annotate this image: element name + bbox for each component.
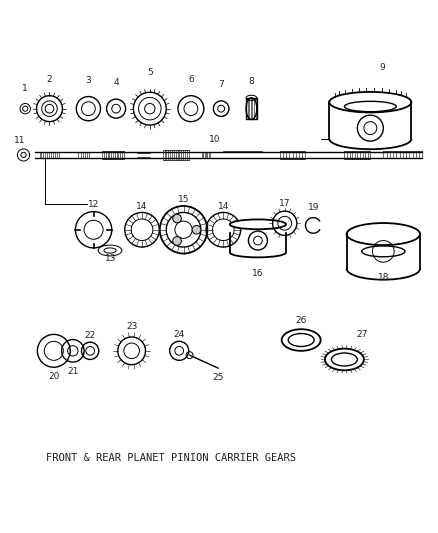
- Text: 10: 10: [209, 135, 220, 144]
- Text: 22: 22: [85, 331, 96, 340]
- Text: 15: 15: [178, 195, 189, 204]
- Ellipse shape: [346, 223, 420, 245]
- Text: 25: 25: [212, 373, 224, 382]
- Text: 23: 23: [126, 322, 138, 331]
- Text: 20: 20: [48, 373, 60, 382]
- Text: 24: 24: [173, 330, 185, 338]
- Text: 11: 11: [14, 136, 26, 146]
- Text: 1: 1: [22, 84, 28, 93]
- Text: 7: 7: [218, 80, 224, 89]
- Text: 4: 4: [113, 78, 119, 87]
- Circle shape: [192, 225, 201, 234]
- Text: FRONT & REAR PLANET PINION CARRIER GEARS: FRONT & REAR PLANET PINION CARRIER GEARS: [46, 453, 296, 463]
- Circle shape: [173, 237, 181, 245]
- Text: 5: 5: [147, 68, 153, 77]
- Circle shape: [173, 214, 181, 223]
- Text: 18: 18: [378, 273, 389, 282]
- Text: 16: 16: [252, 269, 264, 278]
- Text: 19: 19: [307, 204, 319, 213]
- Ellipse shape: [329, 92, 411, 112]
- Text: 13: 13: [105, 254, 117, 263]
- Ellipse shape: [230, 220, 286, 229]
- Text: 14: 14: [136, 201, 148, 211]
- Bar: [246, 98, 257, 119]
- Text: 3: 3: [85, 76, 91, 85]
- Text: 26: 26: [296, 316, 307, 325]
- Text: 2: 2: [47, 75, 52, 84]
- Text: 27: 27: [356, 330, 367, 338]
- Text: 12: 12: [88, 200, 99, 209]
- Text: 17: 17: [279, 199, 290, 208]
- Text: 6: 6: [188, 75, 194, 84]
- Text: 8: 8: [248, 77, 254, 86]
- Text: 9: 9: [380, 63, 385, 72]
- Text: 21: 21: [67, 367, 78, 376]
- Text: 14: 14: [218, 201, 229, 211]
